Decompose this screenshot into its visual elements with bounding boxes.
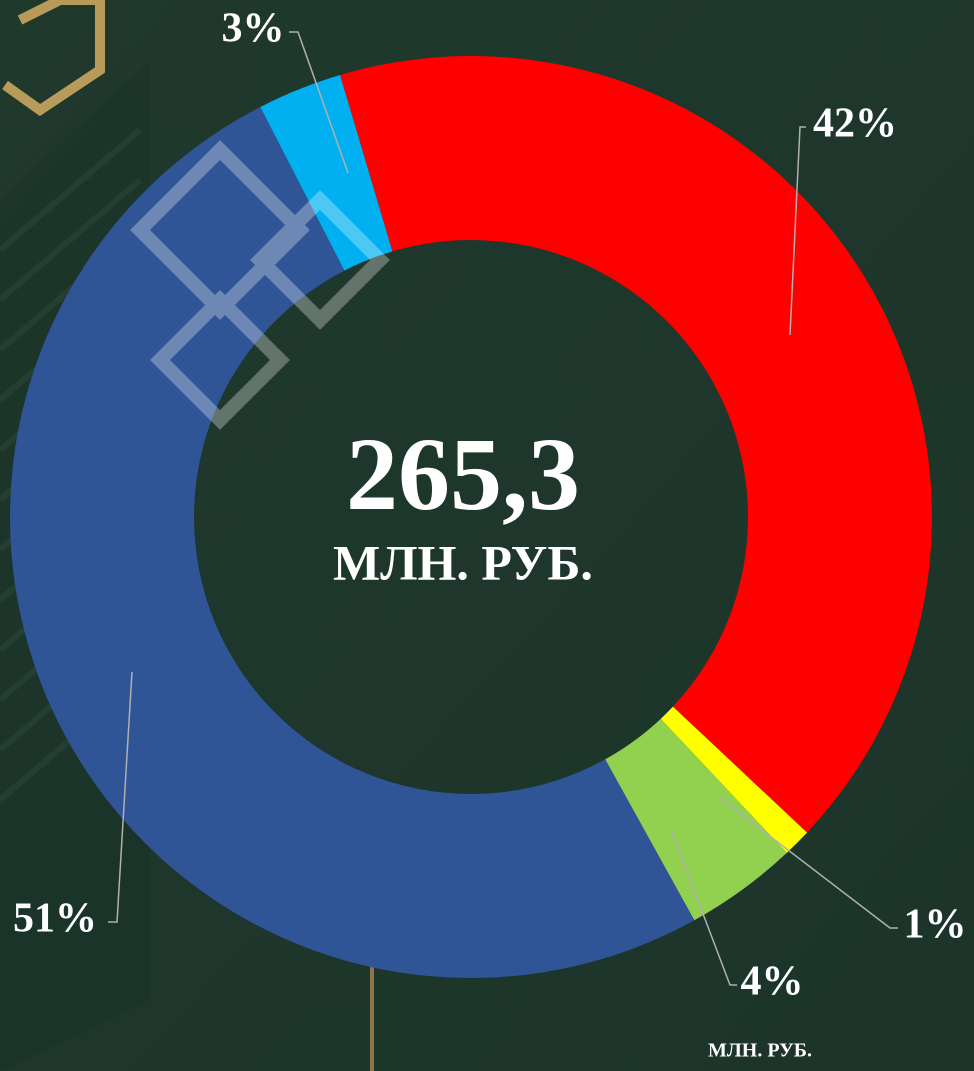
slice [340,56,932,833]
footnote: МЛН. РУБ. [708,1040,812,1062]
gold-frame [2,0,105,117]
slice [605,718,787,921]
leader-line [719,797,898,929]
ornament [130,140,390,430]
value-label: 42% [813,101,897,147]
value-label: 51% [13,896,97,942]
center-value: 265,3 [346,417,580,532]
center-unit: МЛН. РУБ. [333,534,593,590]
leader-line [789,126,806,336]
slice [260,74,393,271]
slices [10,56,932,978]
slice [10,106,695,978]
value-label: 4% [741,959,804,1005]
value-label: 3% [222,6,285,52]
leader-line [671,831,737,986]
value-label: 1% [904,902,967,948]
leader-line [108,671,133,923]
leader-line [289,31,349,174]
labels: 42% 1% 4% 51% 3% [13,6,967,1005]
slice [660,706,808,853]
